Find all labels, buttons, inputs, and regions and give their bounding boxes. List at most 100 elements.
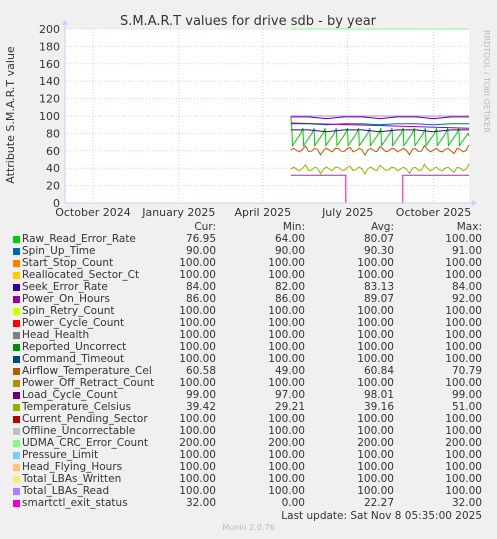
value-cur: 100.00 xyxy=(179,317,216,329)
value-avg: 100.00 xyxy=(357,317,394,329)
value-max: 100.00 xyxy=(445,425,482,437)
value-max: 100.00 xyxy=(445,413,482,425)
value-avg: 100.00 xyxy=(357,257,394,269)
munin-version: Munin 2.0.76 xyxy=(222,523,275,532)
legend-swatch xyxy=(13,500,20,507)
legend-swatch xyxy=(13,236,20,243)
series-spin-up-time-line xyxy=(290,123,469,126)
value-cur: 100.00 xyxy=(179,413,216,425)
value-min: 200.00 xyxy=(268,437,305,449)
legend-swatch xyxy=(13,488,20,495)
legend-swatch xyxy=(13,404,20,411)
value-min: 100.00 xyxy=(268,341,305,353)
last-update: Last update: Sat Nov 8 05:35:00 2025 xyxy=(281,510,482,522)
value-avg: 39.16 xyxy=(363,401,394,413)
legend-swatch xyxy=(13,344,20,351)
value-max: 200.00 xyxy=(445,437,482,449)
legend-series-name: Start_Stop_Count xyxy=(22,257,114,269)
x-axis-arrow xyxy=(472,200,477,206)
series-group xyxy=(65,28,470,204)
value-min: 100.00 xyxy=(268,449,305,461)
value-avg: 100.00 xyxy=(357,485,394,497)
legend-series-name: UDMA_CRC_Error_Count xyxy=(22,437,148,449)
value-min: 90.00 xyxy=(274,245,305,257)
legend-row: Power_Off_Retract_Count 100.00 100.00 100.0… xyxy=(0,377,497,389)
legend-series-name: Raw_Read_Error_Rate xyxy=(22,233,136,245)
series-power-on-hours-line xyxy=(290,122,470,129)
y-tick-label: 140 xyxy=(39,75,60,88)
value-avg: 100.00 xyxy=(357,461,394,473)
column-avg: Avg: xyxy=(371,221,394,233)
y-tick-label: 180 xyxy=(39,40,60,53)
value-min: 100.00 xyxy=(268,305,305,317)
legend-row: Offline_Uncorrectable 100.00 100.00 100.00 1… xyxy=(0,425,497,437)
y-axis-label: Attribute S.M.A.R.T value xyxy=(4,46,17,184)
legend-row: Pressure_Limit 100.00 100.00 100.00 100.00 xyxy=(0,449,497,461)
value-min: 64.00 xyxy=(274,233,305,245)
y-tick-label: 160 xyxy=(39,58,60,71)
value-cur: 100.00 xyxy=(179,257,216,269)
legend-swatch xyxy=(13,260,20,267)
value-cur: 39.42 xyxy=(185,401,216,413)
value-cur: 99.00 xyxy=(185,389,216,401)
legend-swatch xyxy=(13,284,20,291)
legend-swatch xyxy=(13,392,20,399)
value-avg: 200.00 xyxy=(357,437,394,449)
y-tick-label: 120 xyxy=(39,93,60,106)
legend-series-name: Head_Health xyxy=(22,329,90,341)
value-avg: 22.27 xyxy=(363,497,394,509)
legend-swatch xyxy=(13,476,20,483)
value-avg: 100.00 xyxy=(357,413,394,425)
value-min: 86.00 xyxy=(274,293,305,305)
value-min: 100.00 xyxy=(268,269,305,281)
value-max: 100.00 xyxy=(445,257,482,269)
value-cur: 100.00 xyxy=(179,377,216,389)
value-cur: 86.00 xyxy=(185,293,216,305)
value-min: 100.00 xyxy=(268,461,305,473)
legend-swatch xyxy=(13,296,20,303)
value-min: 100.00 xyxy=(268,329,305,341)
column-cur: Cur: xyxy=(194,221,216,233)
series-raw-read-error-rate-line xyxy=(290,115,470,148)
value-avg: 100.00 xyxy=(357,269,394,281)
value-max: 100.00 xyxy=(445,317,482,329)
legend-series-name: Temperature_Celsius xyxy=(22,401,131,413)
legend-row: Reallocated_Sector_Ct 100.00 100.00 100.00 1… xyxy=(0,269,497,281)
value-cur: 32.00 xyxy=(185,497,216,509)
legend-series-name: smartctl_exit_status xyxy=(22,497,128,509)
value-cur: 100.00 xyxy=(179,461,216,473)
legend-swatch xyxy=(13,368,20,375)
legend-row: smartctl_exit_status 32.00 0.00 22.27 32.00 xyxy=(0,497,497,509)
value-max: 51.00 xyxy=(451,401,482,413)
series-load-cycle-count-line xyxy=(290,116,469,120)
y-tick-label: 80 xyxy=(46,127,60,140)
value-min: 0.00 xyxy=(281,497,305,509)
legend-row: Total_LBAs_Read 100.00 100.00 100.00 100.00 xyxy=(0,485,497,497)
legend-row: Total_LBAs_Written 100.00 100.00 100.00 100.… xyxy=(0,473,497,485)
value-cur: 60.58 xyxy=(185,365,216,377)
legend-series-name: Head_Flying_Hours xyxy=(22,461,123,473)
legend-series-name: Power_Cycle_Count xyxy=(22,317,125,329)
value-avg: 80.07 xyxy=(363,233,394,245)
legend-row: UDMA_CRC_Error_Count 200.00 200.00 200.00 20… xyxy=(0,437,497,449)
value-max: 91.00 xyxy=(451,245,482,257)
legend-series-name: Command_Timeout xyxy=(22,353,125,365)
y-tick-label: 200 xyxy=(39,23,60,36)
value-cur: 100.00 xyxy=(179,305,216,317)
value-cur: 100.00 xyxy=(179,329,216,341)
legend-row: Seek_Error_Rate 84.00 82.00 83.13 84.00 xyxy=(0,281,497,293)
legend-swatch xyxy=(13,452,20,459)
legend-swatch xyxy=(13,440,20,447)
value-avg: 98.01 xyxy=(363,389,394,401)
value-min: 100.00 xyxy=(268,353,305,365)
axes: 0 20 40 60 80 100 120 140 160 180 200 October 2024 J… xyxy=(39,20,477,219)
x-tick-label: April 2025 xyxy=(234,206,291,219)
x-tick-label: October 2024 xyxy=(55,206,131,219)
value-max: 70.79 xyxy=(451,365,482,377)
legend-row: Raw_Read_Error_Rate 76.95 64.00 80.07 100.00 xyxy=(0,233,497,245)
y-tick-label: 60 xyxy=(46,145,60,158)
series-temperature-celsius-line xyxy=(290,163,470,176)
value-max: 100.00 xyxy=(445,485,482,497)
y-tick-label: 40 xyxy=(46,162,60,175)
legend-swatch xyxy=(13,272,20,279)
